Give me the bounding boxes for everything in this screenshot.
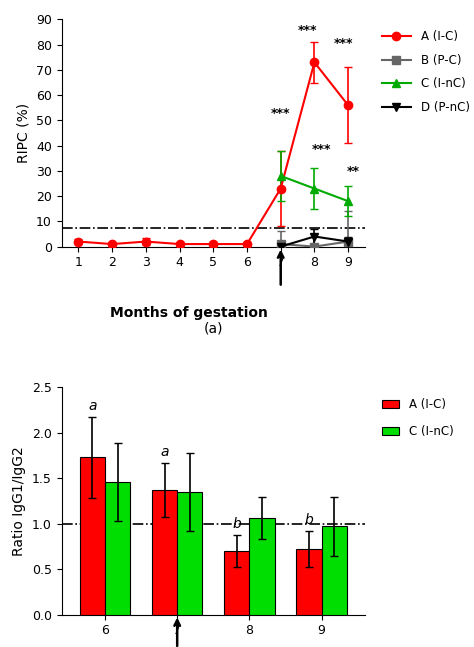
Legend: A (I-C), B (P-C), C (I-nC), D (P-nC): A (I-C), B (P-C), C (I-nC), D (P-nC)	[377, 25, 474, 118]
Text: ***: ***	[311, 143, 331, 156]
Text: (a): (a)	[203, 322, 223, 336]
Legend: A (I-C), C (I-nC): A (I-C), C (I-nC)	[377, 393, 458, 443]
Bar	[249, 518, 275, 615]
Text: **: **	[346, 166, 360, 179]
Text: b: b	[232, 517, 241, 531]
Text: ***: ***	[271, 107, 291, 120]
Bar	[296, 549, 322, 615]
Text: ***: ***	[298, 24, 318, 37]
Y-axis label: RIPC (%): RIPC (%)	[16, 103, 30, 163]
Bar	[224, 551, 249, 615]
Text: ***: ***	[333, 37, 353, 50]
Bar	[152, 490, 177, 615]
Text: a: a	[88, 399, 97, 413]
Text: a: a	[160, 445, 169, 459]
Y-axis label: Ratio IgG1/IgG2: Ratio IgG1/IgG2	[12, 446, 27, 556]
Bar	[105, 482, 130, 615]
Bar	[80, 457, 105, 615]
Bar	[322, 527, 347, 615]
Bar	[177, 492, 202, 615]
Text: b: b	[305, 514, 313, 527]
Text: Months of gestation: Months of gestation	[110, 305, 268, 320]
